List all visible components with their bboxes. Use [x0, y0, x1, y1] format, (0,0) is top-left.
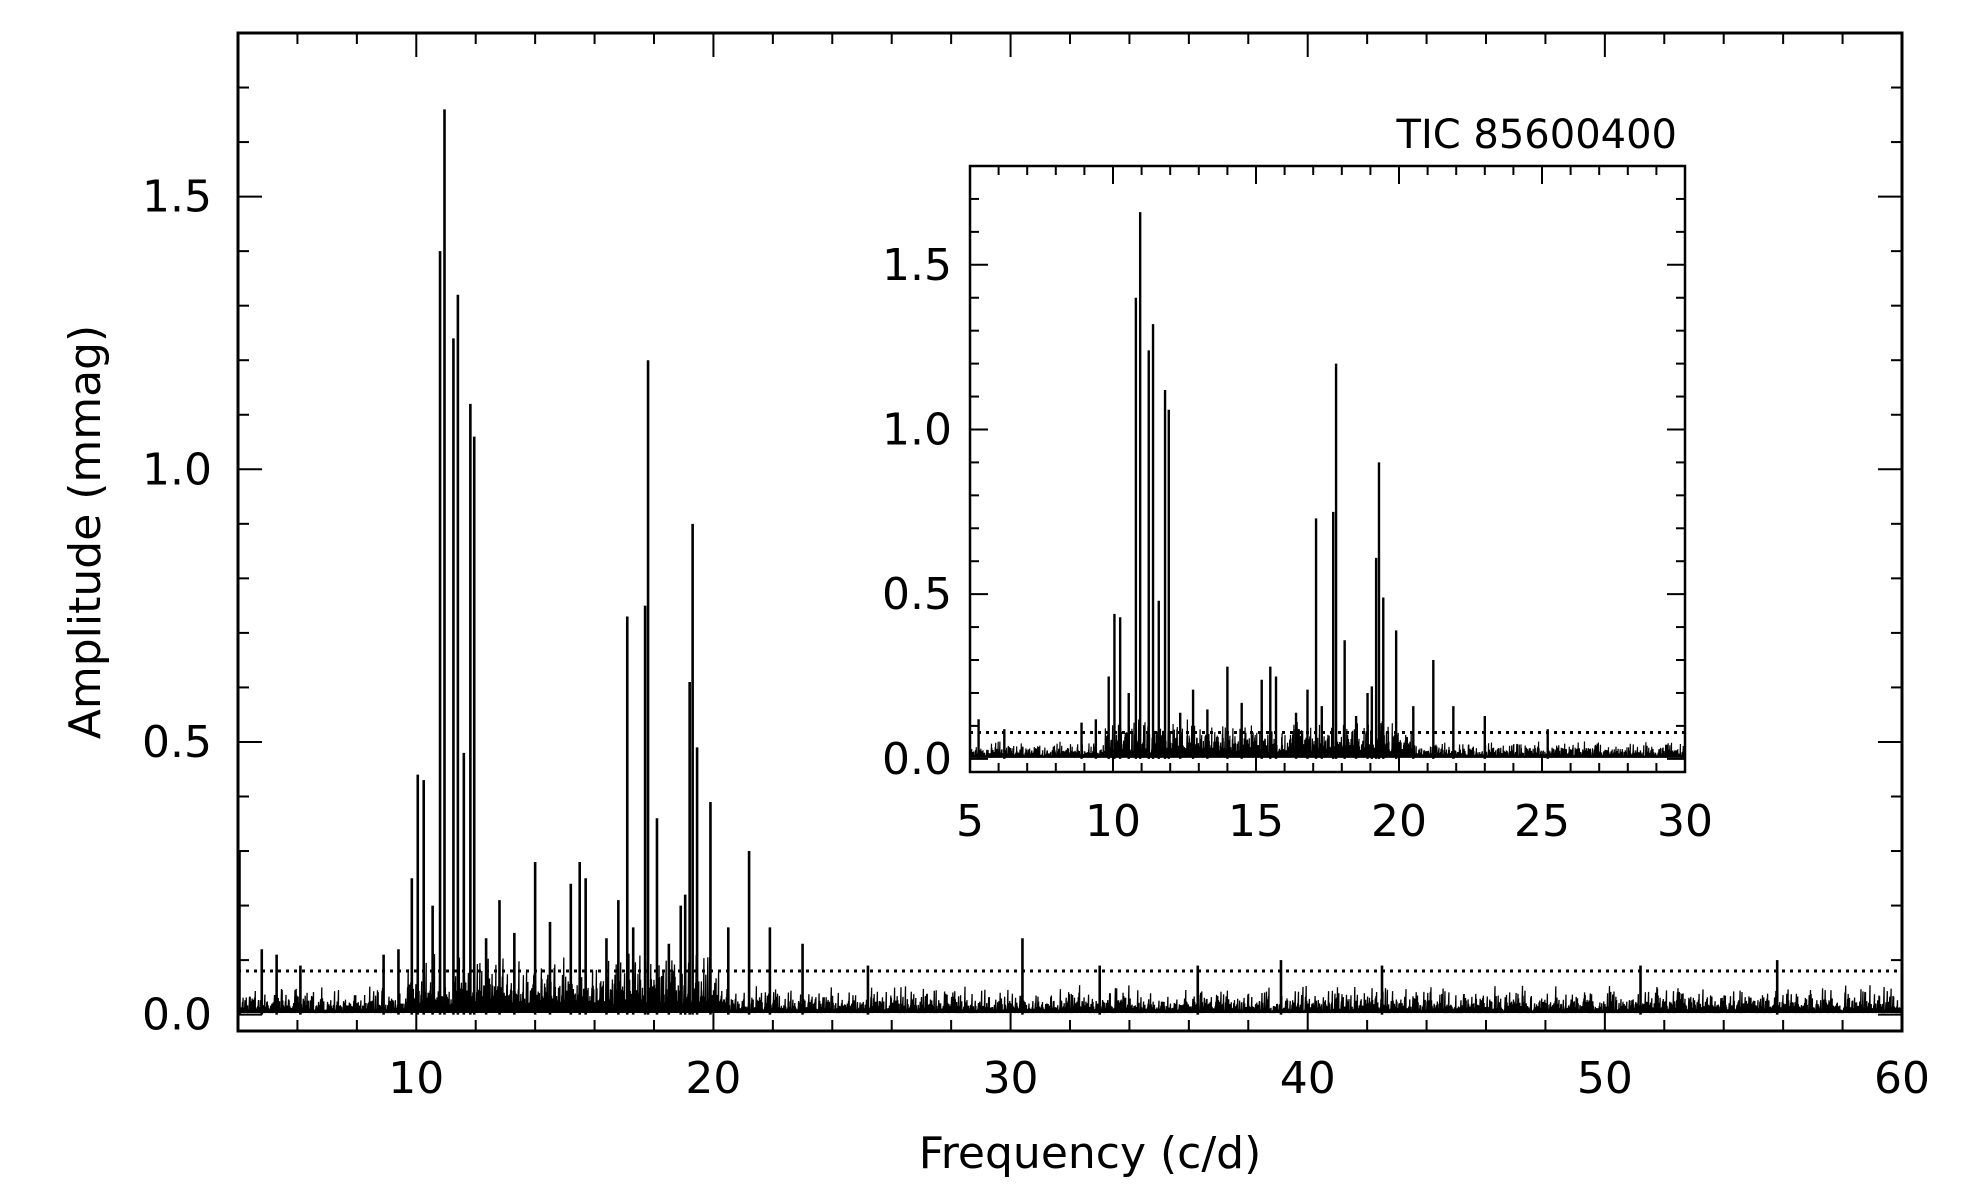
main-x-tick-label: 20	[685, 1053, 741, 1104]
main-x-tick-label: 60	[1874, 1053, 1930, 1104]
main-x-tick-label: 10	[388, 1053, 444, 1104]
inset-y-tick-label: 1.5	[882, 240, 952, 291]
inset-plot: 5 10 15 20 25 30 0.0 0.5 1.0 1.5 TIC 85600400	[882, 112, 1713, 847]
inset-noise-trace	[969, 719, 1686, 758]
inset-x-tick-label: 30	[1657, 796, 1713, 847]
main-plot: 10 20 30 40 50 60 0.0 0.5 1.0 1.5 Frequency (c/d) A…	[60, 31, 1930, 1179]
inset-background	[970, 166, 1685, 772]
inset-title: TIC 85600400	[1396, 112, 1677, 158]
main-y-tick-label: 1.5	[142, 172, 212, 223]
inset-y-tick-label: 0.0	[882, 734, 952, 785]
inset-y-tick-label: 0.5	[882, 569, 952, 620]
main-x-tick-label: 40	[1280, 1053, 1336, 1104]
main-x-tick-label: 50	[1577, 1053, 1633, 1104]
inset-y-tick-label: 1.0	[882, 404, 952, 455]
inset-x-tick-label: 15	[1228, 796, 1284, 847]
inset-x-tick-label: 20	[1371, 796, 1427, 847]
main-x-tick-label: 30	[983, 1053, 1039, 1104]
y-axis-title: Amplitude (mmag)	[60, 325, 111, 739]
inset-x-tick-label: 25	[1514, 796, 1570, 847]
main-y-tick-label: 0.5	[142, 717, 212, 768]
main-y-tick-label: 1.0	[142, 444, 212, 495]
inset-frame	[968, 164, 1687, 774]
main-y-tick-label: 0.0	[142, 990, 212, 1041]
x-axis-title: Frequency (c/d)	[919, 1128, 1262, 1179]
inset-x-tick-label: 5	[956, 796, 984, 847]
inset-x-tick-label: 10	[1085, 796, 1141, 847]
